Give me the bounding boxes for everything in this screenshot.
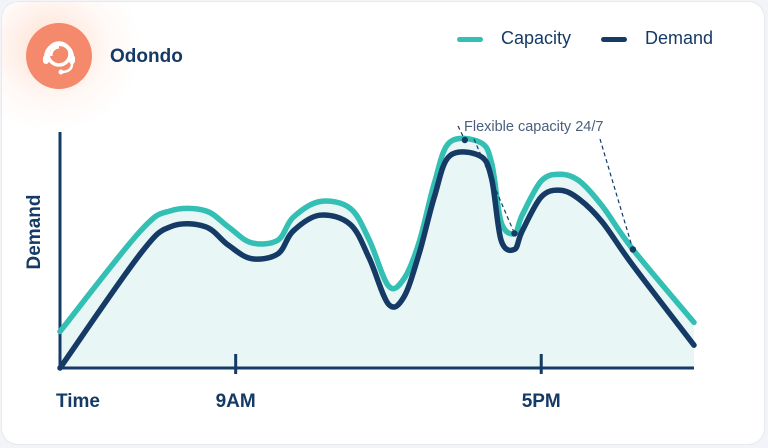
- y-axis-title: Demand: [24, 195, 45, 270]
- annotation-point-2: [629, 246, 637, 253]
- annotation-leader-2: [599, 138, 634, 250]
- logo-badge: [26, 23, 92, 89]
- annotation-label: Flexible capacity 24/7: [464, 119, 603, 135]
- chart-card: Odondo Capacity Demand: [2, 2, 764, 444]
- legend-swatch-demand: [601, 37, 627, 42]
- series-line-demand: [57, 149, 697, 371]
- annotation-point-0: [461, 136, 469, 144]
- series-line-capacity: [57, 135, 697, 335]
- x-tick-label-0: 9AM: [216, 391, 256, 412]
- annotation-leader-1: [473, 138, 516, 234]
- capacity-area: [60, 138, 694, 368]
- legend-label-demand: Demand: [645, 28, 714, 48]
- x-tick-label-1: 5PM: [522, 391, 561, 412]
- annotation-point-1: [511, 230, 518, 237]
- headset-agent-icon: [43, 41, 75, 75]
- brand-name: Odondo: [110, 46, 183, 67]
- legend-swatch-capacity: [457, 37, 483, 42]
- legend-label-capacity: Capacity: [501, 28, 572, 48]
- annotation-leader-0: [457, 125, 466, 141]
- x-axis-title: Time: [56, 391, 100, 412]
